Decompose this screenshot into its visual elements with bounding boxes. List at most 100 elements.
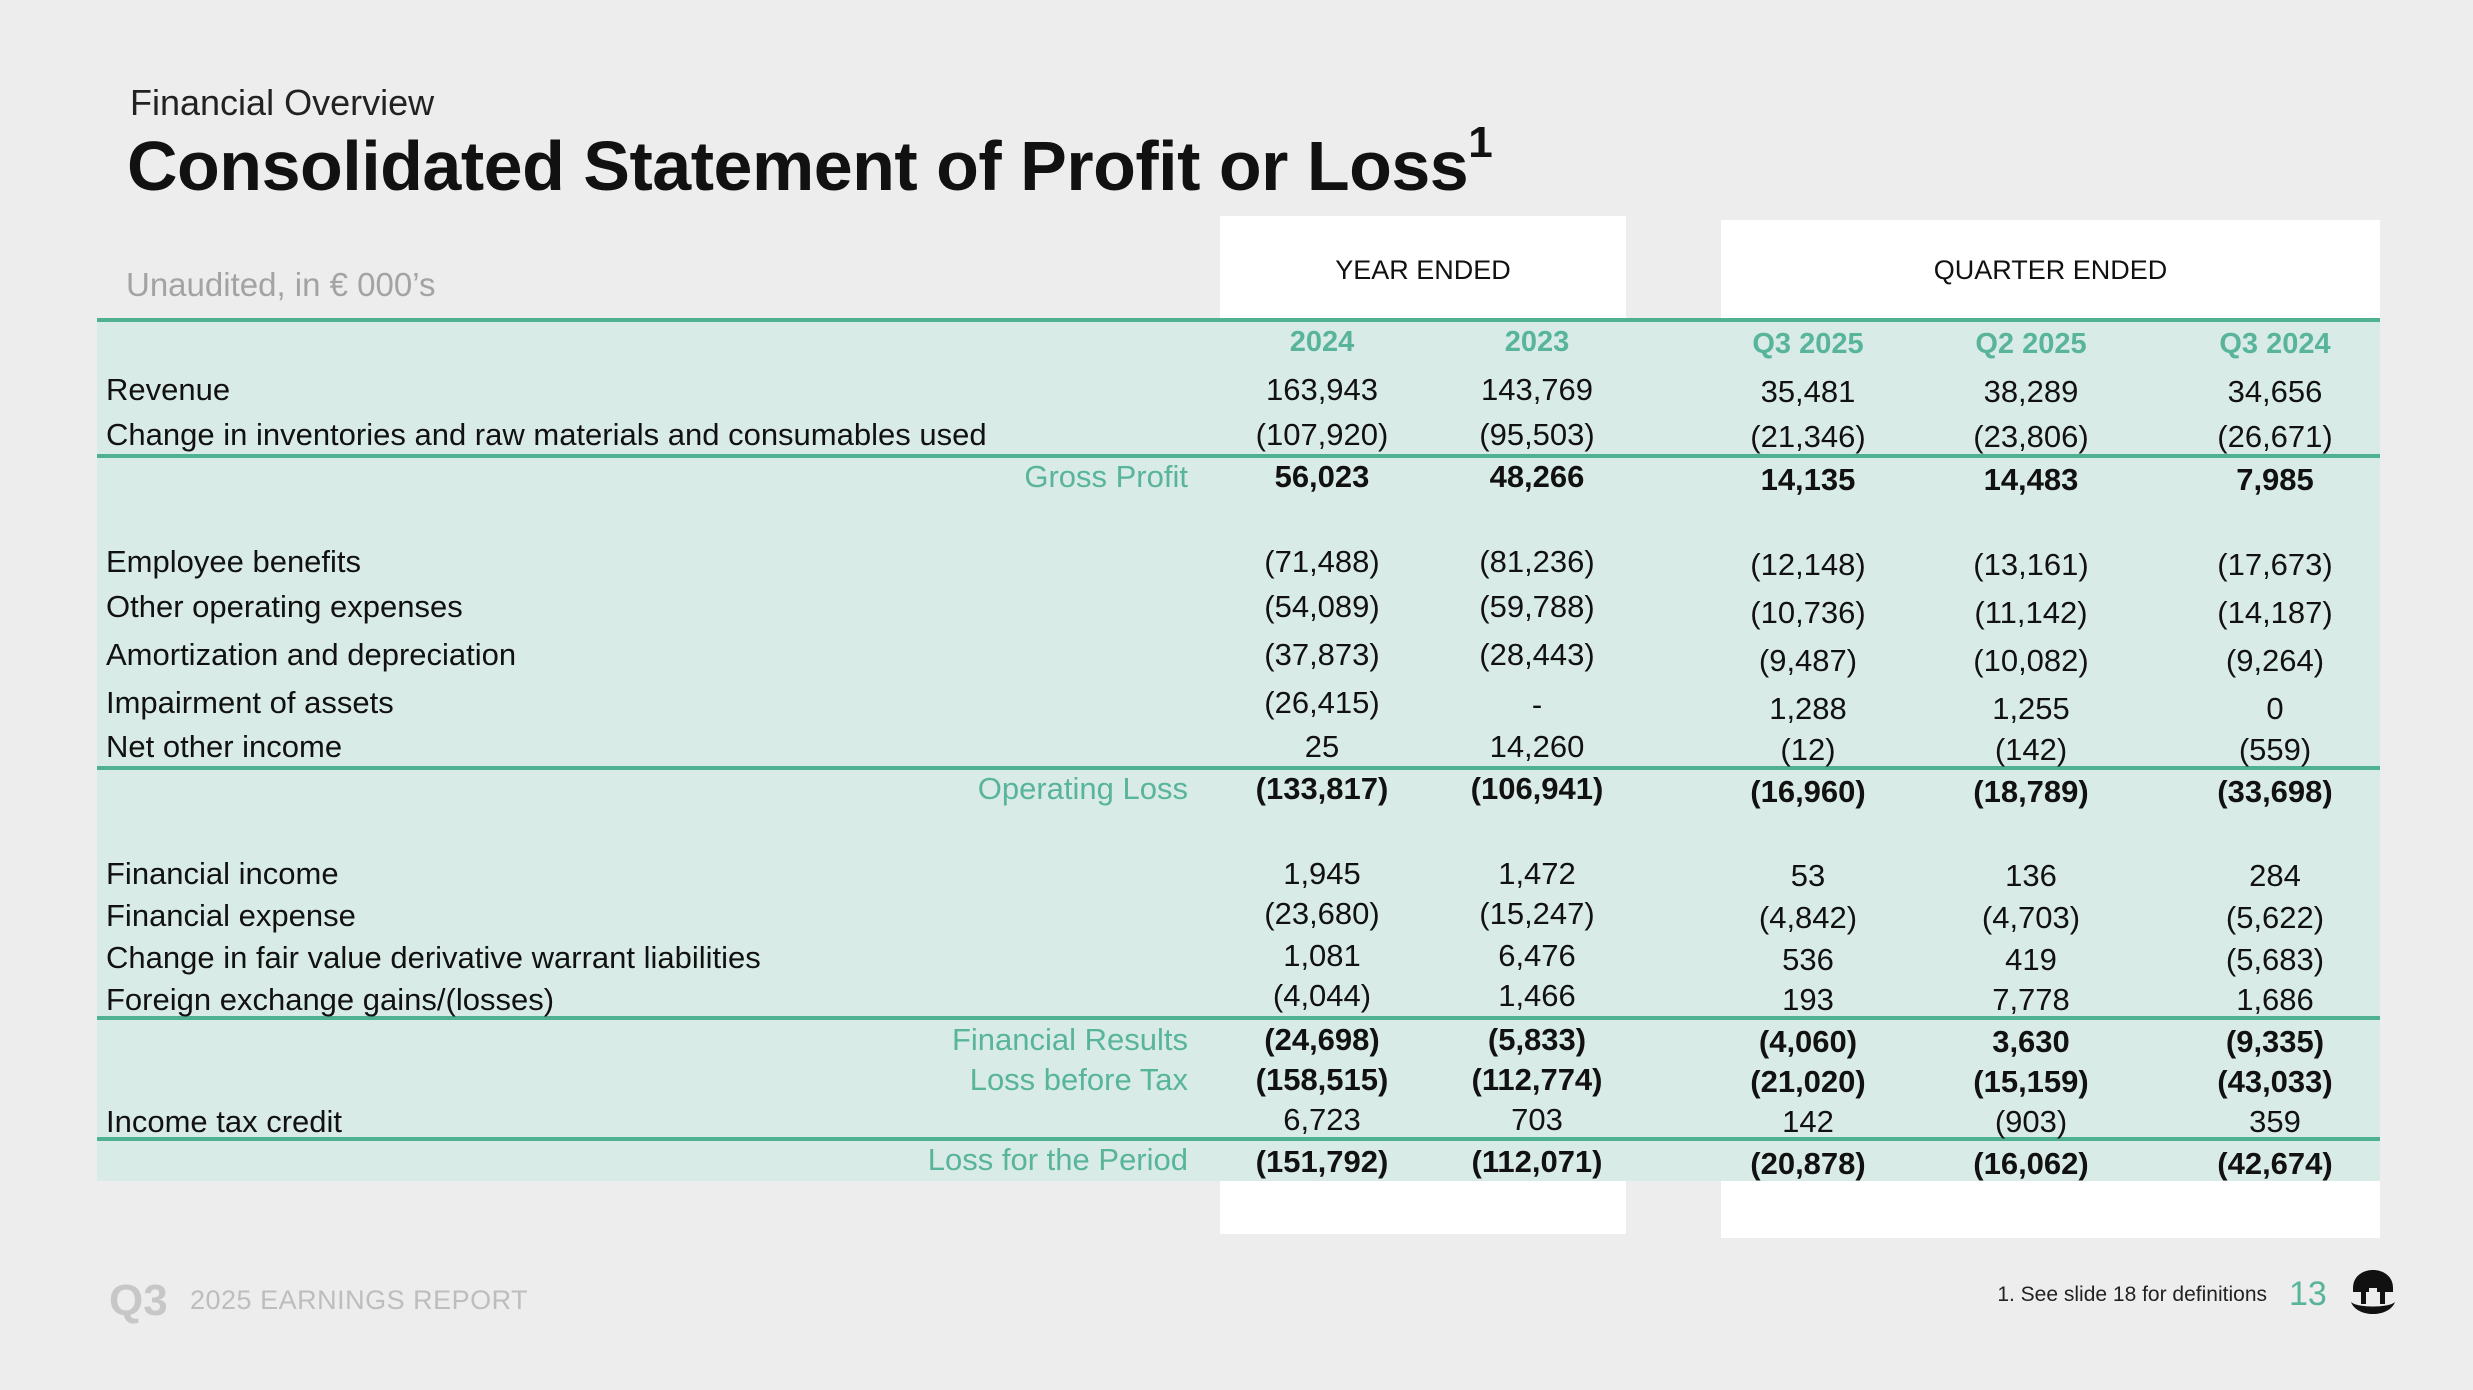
row-label: Impairment of assets (106, 685, 394, 720)
row-value: (95,503) (1479, 417, 1595, 452)
subtotal-value: (5,833) (1487, 1022, 1587, 1057)
mustache-logo-icon (2351, 1270, 2395, 1314)
row-value: (4,842) (1758, 900, 1858, 935)
row-value: (54,089) (1264, 589, 1380, 624)
row-label: Other operating expenses (106, 589, 463, 624)
row-value: 25 (1304, 729, 1340, 764)
row-value: (10,082) (1973, 643, 2089, 678)
subtotal-value: (4,060) (1758, 1024, 1858, 1059)
row-value: 6,723 (1283, 1102, 1361, 1137)
subtotal-label: Financial Results (951, 1022, 1188, 1057)
row-value: 14,260 (1489, 729, 1585, 764)
subtotal-value: (24,698) (1264, 1022, 1380, 1057)
row-label: Financial expense (106, 898, 356, 933)
row-value: 1,466 (1498, 978, 1576, 1013)
row-value: (17,673) (2217, 547, 2333, 582)
row-value: (9,487) (1758, 643, 1858, 678)
row-label: Income tax credit (106, 1104, 343, 1139)
row-value: 193 (1782, 982, 1834, 1017)
row-value: (142) (1994, 732, 2068, 767)
financial-results-rule (97, 1016, 2380, 1020)
row-value: (23,806) (1973, 419, 2089, 454)
subtotal-value: (21,020) (1750, 1064, 1866, 1099)
row-value: 1,255 (1992, 691, 2070, 726)
loss-period-rule (97, 1137, 2380, 1141)
subtotal-value: (133,817) (1255, 771, 1389, 806)
row-value: 1,686 (2236, 982, 2314, 1017)
row-value: (9,264) (2225, 643, 2325, 678)
year-ended-header: YEAR ENDED (1335, 255, 1511, 285)
row-label: Change in fair value derivative warrant … (106, 940, 761, 975)
row-value: (15,247) (1479, 896, 1595, 931)
subtotal-label: Gross Profit (1024, 459, 1188, 494)
row-value: 38,289 (1983, 374, 2079, 409)
row-value: 163,943 (1265, 372, 1379, 407)
row-label: Amortization and depreciation (106, 637, 517, 672)
row-label: Revenue (106, 372, 231, 407)
row-value: (28,443) (1479, 637, 1595, 672)
page-title-text: Consolidated Statement of Profit or Loss (127, 127, 1469, 205)
subtotal-value: (16,062) (1973, 1146, 2089, 1181)
operating-loss-rule (97, 766, 2380, 770)
subtotal-value: (18,789) (1973, 774, 2089, 809)
row-value: (5,683) (2225, 942, 2325, 977)
subtotal-label: Loss before Tax (969, 1062, 1188, 1097)
row-value: 34,656 (2227, 374, 2323, 409)
row-value: (14,187) (2217, 595, 2333, 630)
title-footnote-marker: 1 (1468, 118, 1493, 167)
row-label: Foreign exchange gains/(losses) (106, 982, 555, 1017)
row-value: (903) (1994, 1104, 2068, 1139)
row-value: 53 (1790, 858, 1826, 893)
row-value: (4,044) (1272, 978, 1372, 1013)
footnote: 1. See slide 18 for definitions (1997, 1283, 2267, 1306)
subtotal-value: (20,878) (1750, 1146, 1866, 1181)
page-title: Consolidated Statement of Profit or Loss… (127, 118, 1493, 206)
subtotal-value: (15,159) (1973, 1064, 2089, 1099)
row-label: Employee benefits (106, 544, 362, 579)
subtotal-value: 14,135 (1760, 462, 1856, 497)
subtotal-value: 14,483 (1983, 462, 2079, 497)
row-value: 7,778 (1992, 982, 2070, 1017)
subtotal-value: 56,023 (1274, 459, 1370, 494)
row-value: 6,476 (1498, 938, 1576, 973)
footer-report-title: 2025 EARNINGS REPORT (190, 1285, 529, 1315)
row-value: (59,788) (1479, 589, 1595, 624)
subtotal-value: (151,792) (1255, 1144, 1389, 1179)
table-top-rule (97, 318, 2380, 322)
subtotal-value: 3,630 (1992, 1024, 2070, 1059)
subtotal-value: 48,266 (1489, 459, 1585, 494)
row-value: (107,920) (1255, 417, 1389, 452)
row-value: (81,236) (1479, 544, 1595, 579)
row-value: (10,736) (1750, 595, 1866, 630)
subtotal-value: (9,335) (2225, 1024, 2325, 1059)
row-value: 359 (2249, 1104, 2301, 1139)
subtotal-value: (112,774) (1471, 1062, 1603, 1097)
row-value: (11,142) (1974, 595, 2088, 630)
row-value: 419 (2005, 942, 2057, 977)
row-value: (559) (2238, 732, 2312, 767)
column-header: Q2 2025 (1975, 328, 2087, 360)
row-value: (4,703) (1981, 900, 2081, 935)
column-header: 2023 (1504, 326, 1570, 358)
row-value: 1,472 (1498, 856, 1576, 891)
row-value: (13,161) (1973, 547, 2089, 582)
subtotal-value: (112,071) (1471, 1144, 1603, 1179)
row-value: 703 (1511, 1102, 1563, 1137)
subtotal-value: (42,674) (2217, 1146, 2333, 1181)
subtotal-label: Operating Loss (977, 771, 1188, 806)
row-value: 1,945 (1283, 856, 1361, 891)
row-value: (37,873) (1264, 637, 1380, 672)
gross-profit-rule (97, 454, 2380, 458)
row-value: 143,769 (1480, 372, 1594, 407)
row-value: (12,148) (1750, 547, 1866, 582)
statement-table (97, 320, 2380, 1181)
subtotal-value: (106,941) (1470, 771, 1604, 806)
subtotal-label: Loss for the Period (927, 1142, 1188, 1177)
column-header: 2024 (1289, 326, 1355, 358)
row-label: Financial income (106, 856, 339, 891)
row-label: Net other income (106, 729, 343, 764)
subtotal-value: (158,515) (1255, 1062, 1389, 1097)
footer-quarter: Q3 (109, 1276, 168, 1325)
page-number: 13 (2289, 1275, 2327, 1313)
subtotal-value: (43,033) (2217, 1064, 2333, 1099)
